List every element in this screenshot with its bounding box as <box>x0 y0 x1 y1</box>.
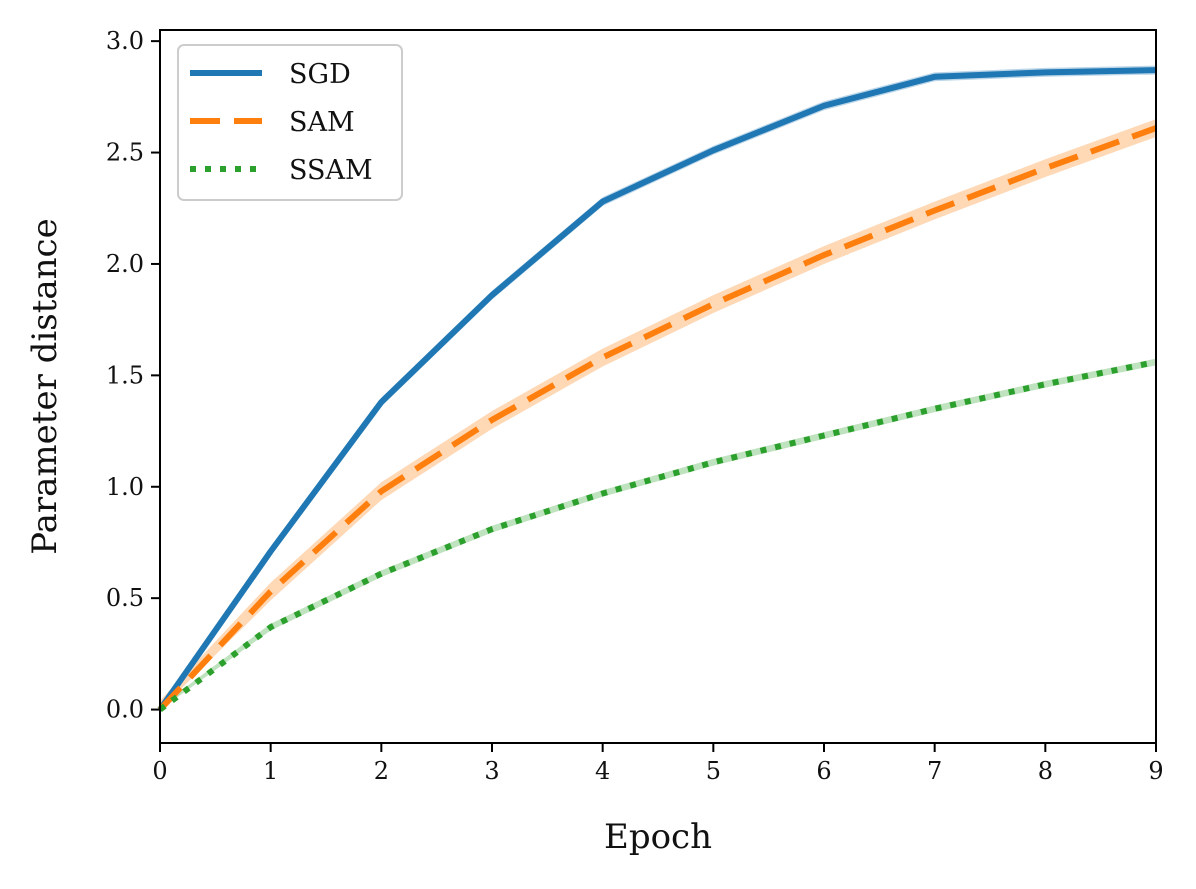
legend-label-sgd: SGD <box>289 59 351 90</box>
x-tick-label: 6 <box>816 757 831 785</box>
x-tick-label: 1 <box>263 757 278 785</box>
y-tick-label: 1.0 <box>106 473 144 501</box>
x-tick-label: 0 <box>152 757 167 785</box>
x-tick-label: 4 <box>595 757 610 785</box>
x-tick-label: 3 <box>484 757 499 785</box>
y-tick-label: 2.0 <box>106 250 144 278</box>
x-tick-label: 5 <box>706 757 721 785</box>
x-axis-ticks: 0 1 2 3 4 5 6 7 8 9 <box>152 743 1164 785</box>
plot-frame <box>159 29 1157 744</box>
legend-box <box>177 44 403 201</box>
y-tick-label: 0.0 <box>106 696 144 724</box>
legend-label-ssam: SSAM <box>289 155 373 186</box>
series-line-sam <box>157 125 1158 712</box>
x-tick-label: 7 <box>927 757 942 785</box>
y-tick-label: 1.5 <box>106 361 144 389</box>
y-axis-ticks: 0.0 0.5 1.0 1.5 2.0 2.5 3.0 <box>106 27 160 724</box>
series-line-sgd <box>157 67 1157 712</box>
band-ssam <box>160 358 1156 710</box>
band-sam <box>160 119 1156 710</box>
legend: SGD SAM SSAM <box>177 44 403 201</box>
x-tick-label: 9 <box>1148 757 1163 785</box>
series-line-ssam <box>158 359 1157 712</box>
y-tick-label: 2.5 <box>106 139 144 167</box>
x-tick-label: 8 <box>1038 757 1053 785</box>
x-axis-label: Epoch <box>604 817 712 857</box>
y-tick-label: 3.0 <box>106 27 144 55</box>
y-axis-label: Parameter distance <box>25 218 65 554</box>
y-tick-label: 0.5 <box>106 584 144 612</box>
series-lines <box>157 67 1158 712</box>
x-tick-label: 2 <box>374 757 389 785</box>
legend-label-sam: SAM <box>289 107 355 138</box>
